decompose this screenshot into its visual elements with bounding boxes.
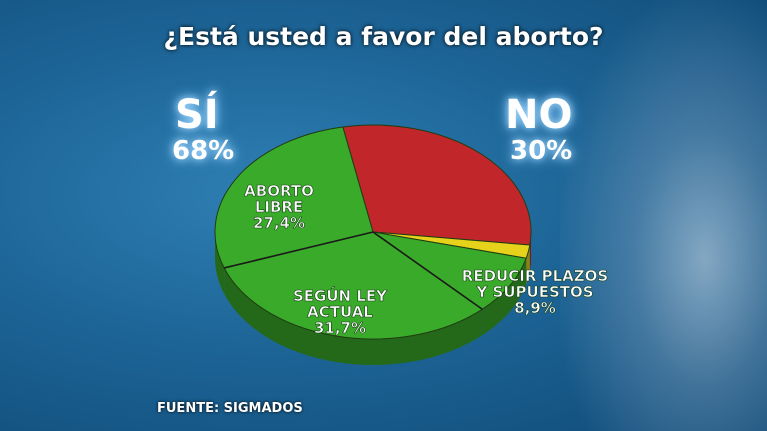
pie-side-4 xyxy=(215,232,225,294)
slice-label-1: SEGÚN LEY ACTUAL 31,7% xyxy=(293,286,388,337)
slice-label-2: REDUCIR PLAZOS Y SUPUESTOS 8,9% xyxy=(462,267,608,317)
slice-label-1-line-2: 31,7% xyxy=(314,319,366,337)
pie-slice-3 xyxy=(223,231,484,340)
pie-divider-4 xyxy=(224,231,374,269)
no-percent: 30% xyxy=(510,136,573,166)
slice-label-2-line-2: 8,9% xyxy=(514,299,556,317)
pie-side-2 xyxy=(482,258,527,336)
slice-label-0: ABORTO LIBRE 27,4% xyxy=(244,182,314,232)
pie-side-1 xyxy=(526,245,530,285)
slice-label-1-line-1: ACTUAL xyxy=(307,303,373,321)
slice-label-0-line-0: ABORTO xyxy=(244,182,314,200)
no-label: NO xyxy=(505,92,573,138)
source-note: FUENTE: SIGMADOS xyxy=(157,401,303,416)
pie-slice-0 xyxy=(342,124,532,246)
pie-divider-3 xyxy=(372,231,483,310)
slice-label-0-line-2: 27,4% xyxy=(253,214,305,232)
question-title: ¿Está usted a favor del aborto? xyxy=(163,22,604,51)
slice-label-2-line-1: Y SUPUESTOS xyxy=(475,283,593,301)
yes-label: SÍ xyxy=(175,92,219,138)
pie-slice-2 xyxy=(372,231,527,310)
slice-label-1-line-0: SEGÚN LEY xyxy=(293,286,388,305)
pie-side-3 xyxy=(224,267,483,365)
slice-label-2-line-0: REDUCIR PLAZOS xyxy=(462,267,608,285)
background-glow xyxy=(560,0,767,431)
pie-slice-4 xyxy=(214,126,374,269)
yes-percent: 68% xyxy=(172,136,235,166)
slice-label-0-line-1: LIBRE xyxy=(255,198,303,216)
